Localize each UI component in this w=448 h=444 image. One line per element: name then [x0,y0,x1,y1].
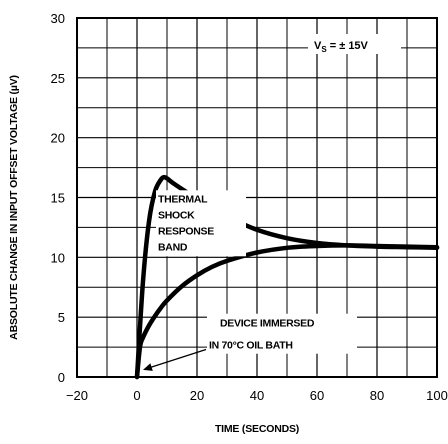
y-tick-label: 0 [58,370,65,385]
y-tick-label: 10 [51,250,65,265]
x-tick-label: 100 [426,388,448,403]
legend-v: V [314,40,322,52]
annotation-band-line: THERMAL [158,193,208,205]
plot-frame [76,17,438,378]
annotation-band-line: RESPONSE [158,225,214,237]
x-axis-title: TIME (SECONDS) [215,423,299,435]
legend-label: VS = ± 15V [314,40,369,54]
annotation-band-line: SHOCK [158,209,195,221]
y-tick-label: 25 [51,71,65,86]
legend-background [308,34,401,54]
annotation-arrow [148,348,207,369]
series-lower-curve [134,243,440,380]
y-tick-labels: 0 5 10 15 20 25 30 [51,11,65,385]
y-tick-label: 30 [51,11,65,26]
annotation-device-line: DEVICE IMMERSED [220,318,315,330]
x-tick-labels: −20 0 20 40 60 80 100 [66,388,448,403]
x-tick-label: −20 [66,388,88,403]
y-tick-label: 5 [58,310,65,325]
annotation-arrowhead [143,363,153,371]
annotation-device-immersed: DEVICE IMMERSED IN 70°C OIL BATH [207,313,357,354]
legend-rest: = ± 15V [327,40,369,52]
y-axis-title: ABSOLUTE CHANGE IN INPUT OFFSET VOLTAGE … [8,75,20,340]
y-tick-label: 15 [51,191,65,206]
annotation-device-background [207,313,357,354]
x-tick-label: 60 [310,388,324,403]
annotation-thermal-shock-band: THERMAL SHOCK RESPONSE BAND [156,190,246,257]
annotation-band-line: BAND [158,241,188,253]
x-tick-label: 0 [133,388,140,403]
annotation-device-line: IN 70°C OIL BATH [209,340,293,352]
x-tick-label: 80 [370,388,384,403]
annotation-band-background [156,190,246,257]
legend-sub: S [321,45,327,54]
x-tick-label: 20 [190,388,204,403]
x-tick-label: 40 [250,388,264,403]
y-tick-label: 20 [51,131,65,146]
